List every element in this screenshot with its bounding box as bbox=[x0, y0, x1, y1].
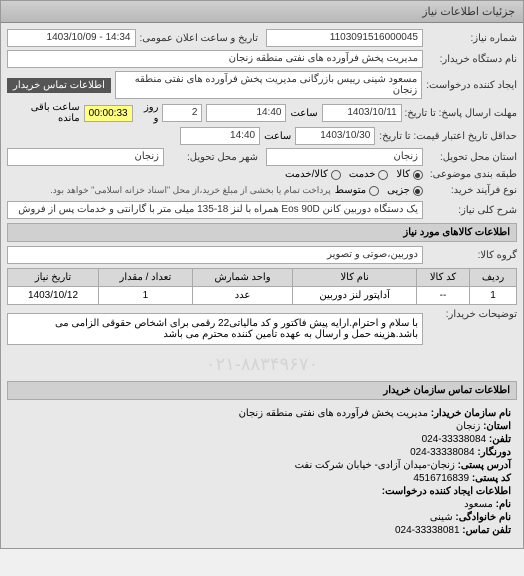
radio-both-icon bbox=[331, 170, 341, 180]
radio-both[interactable]: کالا/خدمت bbox=[285, 169, 341, 180]
col-date: تاریخ نیاز bbox=[8, 269, 99, 287]
contact-address: آدرس پستی: زنجان-میدان آزادی- خیابان شرک… bbox=[13, 460, 511, 471]
deadline-label: مهلت ارسال پاسخ: تا تاریخ: bbox=[406, 108, 517, 119]
classify-radio-group: کالا خدمت کالا/خدمت bbox=[285, 169, 423, 180]
remaining-days-field: 2 bbox=[162, 104, 202, 122]
subject-label: شرح کلی نیاز: bbox=[427, 205, 517, 216]
cell-code: -- bbox=[416, 287, 469, 305]
watermark-text: ۰۲۱-۸۸۳۴۹۶۷۰ bbox=[7, 352, 517, 377]
buy-process-label: نوع فرآیند خرید: bbox=[427, 185, 517, 196]
creator-label: ایجاد کننده درخواست: bbox=[426, 80, 517, 91]
content-area: شماره نیاز: 1103091516000045 تاریخ و ساع… bbox=[1, 23, 523, 548]
radio-service-icon bbox=[378, 170, 388, 180]
province-label: استان محل تحویل: bbox=[427, 152, 517, 163]
countdown-field: 00:00:33 bbox=[84, 105, 133, 122]
request-no-field: 1103091516000045 bbox=[266, 29, 423, 47]
radio-goods-icon bbox=[413, 170, 423, 180]
contact-phone: تلفن: 33338084-024 bbox=[13, 434, 511, 445]
desc-box: با سلام و احترام.ارایه پیش فاکتور و کد م… bbox=[7, 313, 423, 345]
cell-name: آداپتور لنز دوربین bbox=[293, 287, 417, 305]
buyer-unit-label: نام دستگاه خریدار: bbox=[427, 54, 517, 65]
subject-field: یک دستگاه دوربین کانن Eos 90D همراه با ل… bbox=[7, 201, 423, 219]
contact-postal: کد پستی: 4516716839 bbox=[13, 473, 511, 484]
process-radio-group: جزیی متوسط bbox=[335, 185, 423, 196]
titlebar-text: جزئیات اطلاعات نیاز bbox=[422, 6, 515, 18]
req-creator-header: اطلاعات ایجاد کننده درخواست: bbox=[13, 486, 511, 497]
contact-lname: نام خانوادگی: شینی bbox=[13, 512, 511, 523]
deadline-time-field: 14:40 bbox=[206, 104, 286, 122]
radio-goods[interactable]: کالا bbox=[396, 169, 423, 180]
contact-province: استان: زنجان bbox=[13, 421, 511, 432]
contact-section: نام سازمان خریدار: مدیریت پخش فرآورده ها… bbox=[7, 404, 517, 542]
radio-partial-icon bbox=[413, 186, 423, 196]
announce-label: تاریخ و ساعت اعلان عمومی: bbox=[140, 33, 259, 44]
goods-section-header: اطلاعات کالاهای مورد نیاز bbox=[7, 223, 517, 242]
radio-service[interactable]: خدمت bbox=[349, 169, 389, 180]
cell-unit: عدد bbox=[192, 287, 293, 305]
request-no-label: شماره نیاز: bbox=[427, 33, 517, 44]
buyer-unit-field: مدیریت پخش فرآورده های نفتی منطقه زنجان bbox=[7, 50, 423, 68]
city-label: شهر محل تحویل: bbox=[168, 152, 258, 163]
announce-field: 14:34 - 1403/10/09 bbox=[7, 29, 136, 47]
contact-tel: تلفن تماس: 33338081-024 bbox=[13, 525, 511, 536]
validity-time-label: ساعت bbox=[264, 131, 291, 142]
desc-label: توضیحات خریدار: bbox=[427, 309, 517, 320]
deadline-date-field: 1403/10/11 bbox=[322, 104, 402, 122]
col-qty: تعداد / مقدار bbox=[99, 269, 193, 287]
table-row[interactable]: 1 -- آداپتور لنز دوربین عدد 1 1403/10/12 bbox=[8, 287, 517, 305]
radio-medium[interactable]: متوسط bbox=[335, 185, 379, 196]
radio-partial[interactable]: جزیی bbox=[387, 185, 423, 196]
cell-date: 1403/10/12 bbox=[8, 287, 99, 305]
group-field: دوربین،صوتی و تصویر bbox=[7, 246, 423, 264]
process-note: پرداخت تمام یا بخشی از مبلغ خرید،از محل … bbox=[7, 185, 331, 196]
contact-org: نام سازمان خریدار: مدیریت پخش فرآورده ها… bbox=[13, 408, 511, 419]
classify-label: طبقه بندی موضوعی: bbox=[427, 169, 517, 180]
group-label: گروه کالا: bbox=[427, 250, 517, 261]
request-details-window: جزئیات اطلاعات نیاز شماره نیاز: 11030915… bbox=[0, 0, 524, 549]
contact-fax: دورنگار: 33338084-024 bbox=[13, 447, 511, 458]
validity-label: حداقل تاریخ اعتبار قیمت: تا تاریخ: bbox=[379, 131, 517, 142]
col-name: نام کالا bbox=[293, 269, 417, 287]
col-unit: واحد شمارش bbox=[192, 269, 293, 287]
col-code: کد کالا bbox=[416, 269, 469, 287]
titlebar: جزئیات اطلاعات نیاز bbox=[1, 1, 523, 23]
remaining-days-label: روز و bbox=[137, 102, 159, 124]
province-field: زنجان bbox=[266, 148, 423, 166]
cell-row: 1 bbox=[470, 287, 517, 305]
table-header-row: ردیف کد کالا نام کالا واحد شمارش تعداد /… bbox=[8, 269, 517, 287]
deadline-time-label: ساعت bbox=[290, 108, 317, 119]
contact-section-header: اطلاعات تماس سازمان خریدار bbox=[7, 381, 517, 400]
contact-fname: نام: مسعود bbox=[13, 499, 511, 510]
goods-table: ردیف کد کالا نام کالا واحد شمارش تعداد /… bbox=[7, 268, 517, 305]
remaining-label: ساعت باقی مانده bbox=[7, 102, 80, 124]
city-field: زنجان bbox=[7, 148, 164, 166]
validity-time-field: 14:40 bbox=[180, 127, 260, 145]
cell-qty: 1 bbox=[99, 287, 193, 305]
col-row: ردیف bbox=[470, 269, 517, 287]
creator-field: مسعود شینی رییس بازرگانی مدیریت پخش فرآو… bbox=[115, 71, 422, 99]
validity-date-field: 1403/10/30 bbox=[295, 127, 375, 145]
radio-medium-icon bbox=[369, 186, 379, 196]
contact-info-link[interactable]: اطلاعات تماس خریدار bbox=[7, 78, 111, 93]
